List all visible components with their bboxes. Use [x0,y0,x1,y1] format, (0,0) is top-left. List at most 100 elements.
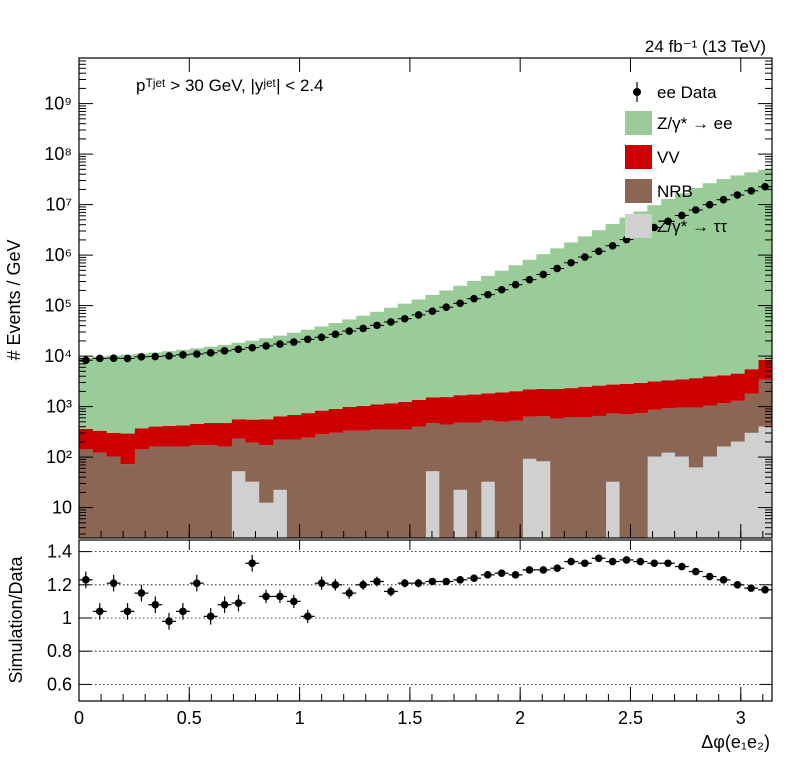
ratio-point [165,617,173,626]
top-y-tick-label: 10⁶ [45,245,72,265]
bar-zee [162,351,177,427]
bar-zee [661,199,676,381]
ratio-point [594,554,603,563]
bar-zee [591,230,607,386]
legend: ee Data Z/γ* → ee VV NRB Z/γ* → ττ [625,82,733,238]
bar-nrb [300,437,316,538]
bar-z [480,481,496,538]
ratio-point [581,559,589,568]
ratio-point [401,579,409,587]
top-y-tick-label: 10⁵ [45,296,72,316]
ratio-point [747,584,755,592]
bar-vv [411,399,426,427]
bar-zee [397,303,413,403]
data-point [137,352,146,361]
bar-nrb [453,422,468,490]
data-point [664,217,672,226]
ratio-point [525,566,534,574]
ratio-point [414,579,423,587]
bar-zee [522,259,537,390]
bar-nrb [79,449,94,538]
ratio-point [664,559,672,568]
bar-zee [286,332,302,415]
bar-vv [300,413,316,438]
top-y-tick-label: 10³ [46,397,72,417]
bar-nrb [411,426,426,538]
bar-vv [328,408,343,433]
x-tick-label: 3 [736,708,746,728]
bar-z [453,489,468,538]
ratio-point [761,585,769,594]
bar-vv [79,428,94,450]
bar-zee [536,254,551,389]
bar-z [730,441,745,538]
data-point [678,211,686,220]
ratio-point [220,600,229,609]
bar-z [259,502,274,538]
bar-zee [508,265,523,392]
data-point [220,347,229,355]
bar-zee [106,355,121,433]
bar-zee [550,248,565,389]
bar-vv [577,386,593,417]
data-point [567,258,575,267]
bar-vv [480,393,496,421]
bar-nrb [522,416,537,459]
bar-vv [120,433,135,465]
bar-vv [744,369,759,394]
bar-nrb [605,413,620,482]
ratio-point [678,562,686,571]
bar-vv [661,380,676,409]
bar-zee [92,356,108,431]
bar-zee [674,193,690,380]
bar-nrb [273,439,288,490]
data-point [428,307,437,315]
bar-nrb [134,449,149,538]
legend-swatch [625,111,652,135]
data-point [525,275,534,284]
bar-nrb [564,416,579,538]
data-point [193,350,201,358]
ratio-point [373,577,381,586]
legend-label: Z/γ* → ee [657,114,733,133]
bar-nrb [314,434,329,538]
bar-vv [148,426,163,447]
bar-nrb [148,446,163,538]
data-point [179,351,187,359]
top-y-tick-label: 10⁹ [44,94,72,114]
data-point [400,314,409,323]
data-point [761,182,769,191]
bar-vv [176,425,191,447]
bar-z [425,471,440,538]
bar-zee [259,338,274,420]
bar-zee [716,179,731,376]
bar-nrb [425,423,440,472]
ratio-point [483,571,492,579]
bar-vv [231,419,246,439]
bar-vv [688,378,704,408]
bar-nrb [106,456,121,538]
data-point [82,356,90,364]
bar-zee [203,346,218,424]
data-point [553,264,561,273]
bar-nrb [162,446,177,538]
data-point [123,354,132,363]
data-point [234,345,243,354]
selection-cut-label: pᵀʲᵉᵗ > 30 GeV, |yʲᵉᵗ| < 2.4 [136,76,324,95]
data-point [248,343,257,352]
bar-z [744,432,759,538]
data-point [594,247,603,256]
bar-zee [425,294,440,398]
data-point [442,303,451,312]
bar-vv [356,405,371,431]
bar-nrb [674,407,690,457]
bar-zee [577,236,593,387]
bar-nrb [508,420,523,538]
data-points [79,182,772,364]
bar-zee [411,299,426,400]
data-point [650,223,658,232]
ratio-point [636,557,645,566]
ratio-point [331,581,340,589]
ratio-point [719,576,728,584]
bar-zee [176,349,191,426]
